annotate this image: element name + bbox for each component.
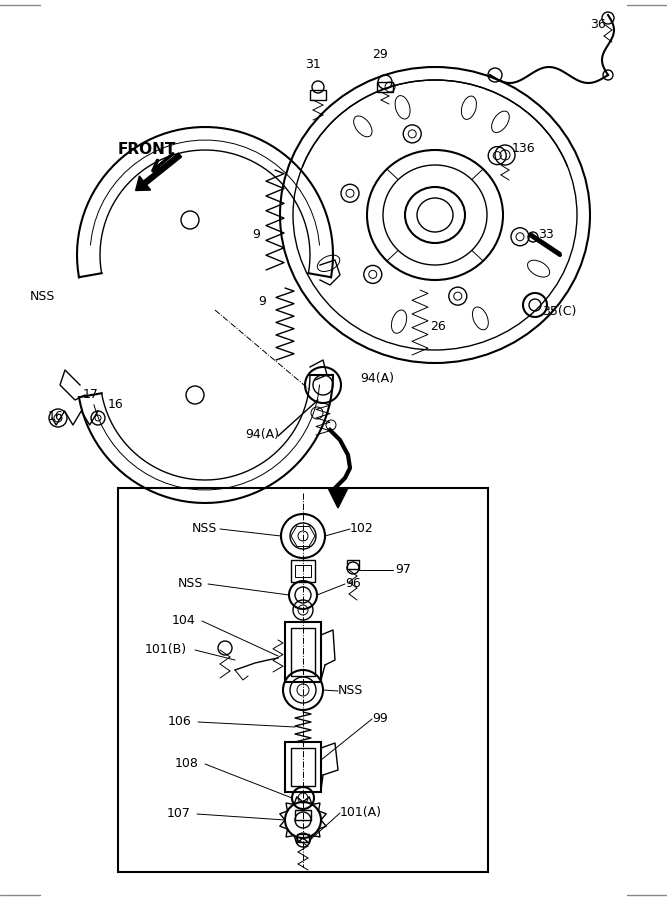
Text: NSS: NSS <box>192 522 217 535</box>
Text: 35(C): 35(C) <box>542 305 576 318</box>
Polygon shape <box>328 488 348 508</box>
Text: 94(A): 94(A) <box>245 428 279 441</box>
Text: 29: 29 <box>372 48 388 61</box>
Bar <box>297 834 309 842</box>
Bar <box>291 748 315 786</box>
Text: 17: 17 <box>83 388 99 401</box>
Text: 36: 36 <box>590 18 606 31</box>
Text: 9: 9 <box>252 228 260 241</box>
FancyArrow shape <box>135 153 181 191</box>
Text: NSS: NSS <box>178 577 203 590</box>
Text: 107: 107 <box>167 807 191 820</box>
Bar <box>310 90 326 100</box>
Text: 99: 99 <box>372 712 388 725</box>
Text: 104: 104 <box>172 614 195 627</box>
Text: NSS: NSS <box>30 290 55 303</box>
Bar <box>285 622 321 682</box>
Text: 97: 97 <box>395 563 411 576</box>
Text: 101(B): 101(B) <box>145 643 187 656</box>
Bar <box>291 628 315 676</box>
Text: 108: 108 <box>175 757 199 770</box>
Bar <box>291 560 315 582</box>
Bar <box>347 560 359 569</box>
Text: 136: 136 <box>512 142 536 155</box>
Text: 102: 102 <box>350 522 374 535</box>
Bar <box>295 810 311 820</box>
Text: 101(A): 101(A) <box>340 806 382 819</box>
Text: 9: 9 <box>258 295 266 308</box>
Text: 94(A): 94(A) <box>360 372 394 385</box>
Text: 26: 26 <box>430 320 446 333</box>
Text: 96: 96 <box>345 577 361 590</box>
Text: 33: 33 <box>538 228 554 241</box>
Text: 106: 106 <box>168 715 191 728</box>
Text: 16: 16 <box>108 398 124 411</box>
Text: 31: 31 <box>305 58 321 71</box>
Text: NSS: NSS <box>338 684 364 697</box>
Bar <box>118 488 488 872</box>
Bar <box>377 82 393 92</box>
Bar <box>285 742 321 792</box>
Text: FRONT: FRONT <box>118 142 176 157</box>
Text: 16: 16 <box>48 410 64 423</box>
Bar <box>295 565 311 577</box>
